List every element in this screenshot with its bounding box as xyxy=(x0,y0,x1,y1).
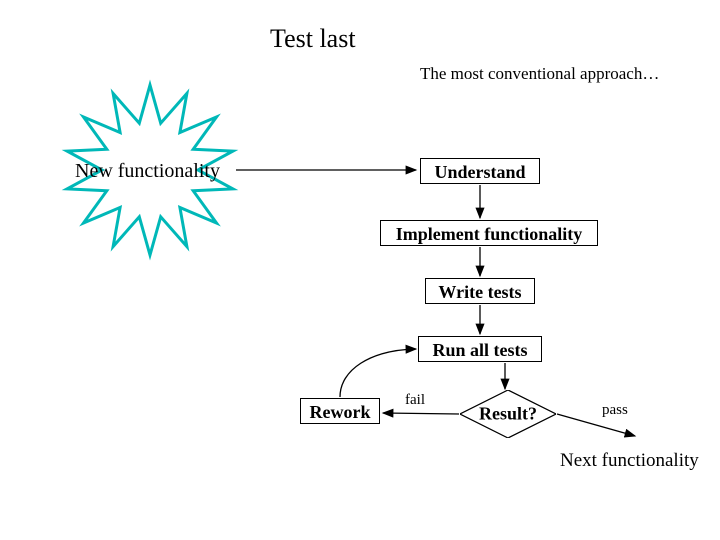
understand-box: Understand xyxy=(420,158,540,184)
result-decision: Result? xyxy=(460,390,556,438)
run-label: Run all tests xyxy=(432,340,527,360)
write-tests-box: Write tests xyxy=(425,278,535,304)
rework-label: Rework xyxy=(310,402,371,422)
fail-label: fail xyxy=(405,392,425,409)
implement-label: Implement functionality xyxy=(396,224,583,244)
rework-box: Rework xyxy=(300,398,380,424)
understand-label: Understand xyxy=(434,162,525,182)
implement-box: Implement functionality xyxy=(380,220,598,246)
result-label: Result? xyxy=(479,404,537,425)
pass-label: pass xyxy=(602,402,628,419)
subtitle: The most conventional approach… xyxy=(420,64,659,84)
page-title: Test last xyxy=(270,24,356,54)
new-functionality-label: New functionality xyxy=(75,160,220,183)
run-tests-box: Run all tests xyxy=(418,336,542,362)
write-label: Write tests xyxy=(438,282,521,302)
result-to-fail xyxy=(383,413,459,414)
rework-to-run xyxy=(340,349,416,397)
next-functionality-label: Next functionality xyxy=(560,450,699,472)
